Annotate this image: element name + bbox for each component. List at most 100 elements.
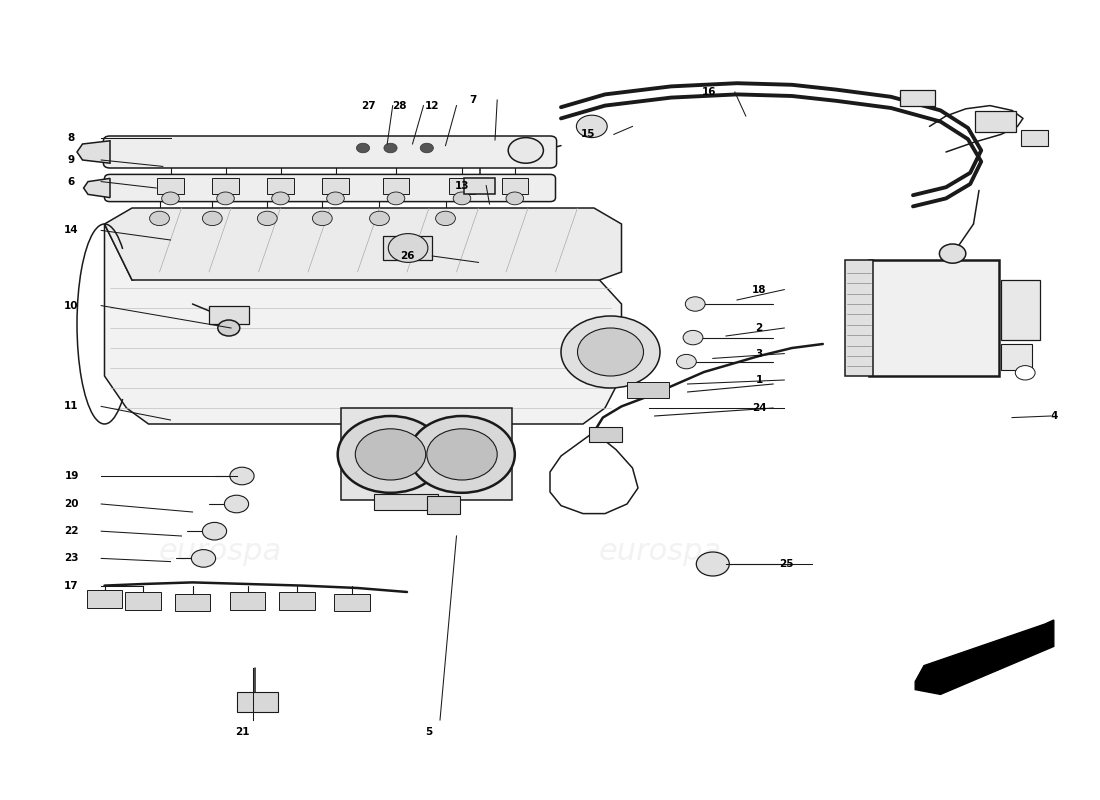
Circle shape bbox=[506, 192, 524, 205]
Bar bbox=[212, 178, 239, 194]
Bar bbox=[125, 592, 161, 610]
Circle shape bbox=[272, 192, 289, 205]
Text: 12: 12 bbox=[425, 101, 440, 110]
Circle shape bbox=[230, 467, 254, 485]
Circle shape bbox=[202, 211, 222, 226]
Bar bbox=[383, 178, 409, 194]
Circle shape bbox=[561, 316, 660, 388]
Text: 2: 2 bbox=[756, 323, 762, 333]
Circle shape bbox=[312, 211, 332, 226]
Text: eurospa: eurospa bbox=[158, 538, 282, 566]
Circle shape bbox=[217, 192, 234, 205]
Bar bbox=[1021, 130, 1048, 146]
Text: 18: 18 bbox=[751, 285, 767, 294]
Bar bbox=[157, 178, 184, 194]
Bar bbox=[464, 178, 495, 194]
Circle shape bbox=[162, 192, 179, 205]
Text: 25: 25 bbox=[779, 559, 794, 569]
Circle shape bbox=[1015, 366, 1035, 380]
Polygon shape bbox=[104, 224, 622, 424]
Bar bbox=[627, 382, 669, 398]
Bar bbox=[334, 594, 370, 611]
Text: 10: 10 bbox=[64, 301, 79, 310]
Circle shape bbox=[939, 244, 966, 263]
Text: 28: 28 bbox=[392, 101, 407, 110]
Text: 20: 20 bbox=[64, 499, 79, 509]
Text: 5: 5 bbox=[426, 727, 432, 737]
Polygon shape bbox=[104, 208, 622, 280]
Bar bbox=[1001, 344, 1032, 370]
Bar bbox=[383, 236, 432, 260]
Text: 9: 9 bbox=[68, 155, 75, 165]
Bar bbox=[175, 594, 210, 611]
Circle shape bbox=[387, 192, 405, 205]
Bar bbox=[236, 692, 278, 712]
Circle shape bbox=[388, 234, 428, 262]
Circle shape bbox=[427, 429, 497, 480]
Bar bbox=[1001, 280, 1040, 340]
Circle shape bbox=[218, 320, 240, 336]
Bar bbox=[845, 260, 873, 376]
Text: 7: 7 bbox=[470, 95, 476, 105]
Circle shape bbox=[384, 143, 397, 153]
Bar bbox=[588, 427, 621, 442]
Circle shape bbox=[453, 192, 471, 205]
Text: 14: 14 bbox=[64, 226, 79, 235]
Bar bbox=[87, 590, 122, 608]
Polygon shape bbox=[915, 620, 1054, 694]
Text: 24: 24 bbox=[751, 403, 767, 413]
Text: 15: 15 bbox=[581, 130, 596, 139]
Circle shape bbox=[327, 192, 344, 205]
Text: eurospo: eurospo bbox=[136, 266, 260, 294]
FancyBboxPatch shape bbox=[103, 136, 557, 168]
Text: 3: 3 bbox=[756, 349, 762, 358]
Bar bbox=[209, 306, 249, 324]
Bar bbox=[427, 496, 460, 514]
Bar bbox=[267, 178, 294, 194]
Text: 19: 19 bbox=[64, 471, 79, 481]
Circle shape bbox=[409, 416, 515, 493]
Bar bbox=[975, 111, 1016, 132]
Circle shape bbox=[370, 211, 389, 226]
Text: 26: 26 bbox=[399, 251, 415, 261]
Text: eurospa: eurospa bbox=[598, 538, 722, 566]
Bar bbox=[502, 178, 528, 194]
Text: 6: 6 bbox=[68, 177, 75, 186]
Bar bbox=[341, 408, 512, 500]
Bar bbox=[322, 178, 349, 194]
Circle shape bbox=[685, 297, 705, 311]
Text: 1: 1 bbox=[756, 375, 762, 385]
Bar bbox=[869, 260, 999, 376]
Circle shape bbox=[257, 211, 277, 226]
Circle shape bbox=[191, 550, 216, 567]
Circle shape bbox=[508, 138, 543, 163]
Text: 4: 4 bbox=[1050, 411, 1057, 421]
Text: 11: 11 bbox=[64, 402, 79, 411]
Circle shape bbox=[224, 495, 249, 513]
Text: 22: 22 bbox=[64, 526, 79, 536]
Text: 23: 23 bbox=[64, 554, 79, 563]
FancyBboxPatch shape bbox=[104, 174, 556, 202]
Bar bbox=[900, 90, 935, 106]
Circle shape bbox=[683, 330, 703, 345]
Text: 8: 8 bbox=[68, 133, 75, 142]
Bar bbox=[374, 494, 438, 510]
Text: 17: 17 bbox=[64, 581, 79, 590]
Text: 27: 27 bbox=[361, 101, 376, 110]
Text: 13: 13 bbox=[454, 181, 470, 190]
Circle shape bbox=[356, 143, 370, 153]
Polygon shape bbox=[84, 178, 110, 198]
Text: 16: 16 bbox=[702, 87, 717, 97]
Circle shape bbox=[338, 416, 443, 493]
Text: eurospo: eurospo bbox=[433, 342, 557, 370]
Circle shape bbox=[355, 429, 426, 480]
Polygon shape bbox=[77, 141, 110, 163]
Circle shape bbox=[436, 211, 455, 226]
Circle shape bbox=[676, 354, 696, 369]
Bar bbox=[449, 178, 475, 194]
Circle shape bbox=[420, 143, 433, 153]
Circle shape bbox=[578, 328, 644, 376]
Circle shape bbox=[576, 115, 607, 138]
Bar bbox=[279, 592, 315, 610]
Circle shape bbox=[696, 552, 729, 576]
